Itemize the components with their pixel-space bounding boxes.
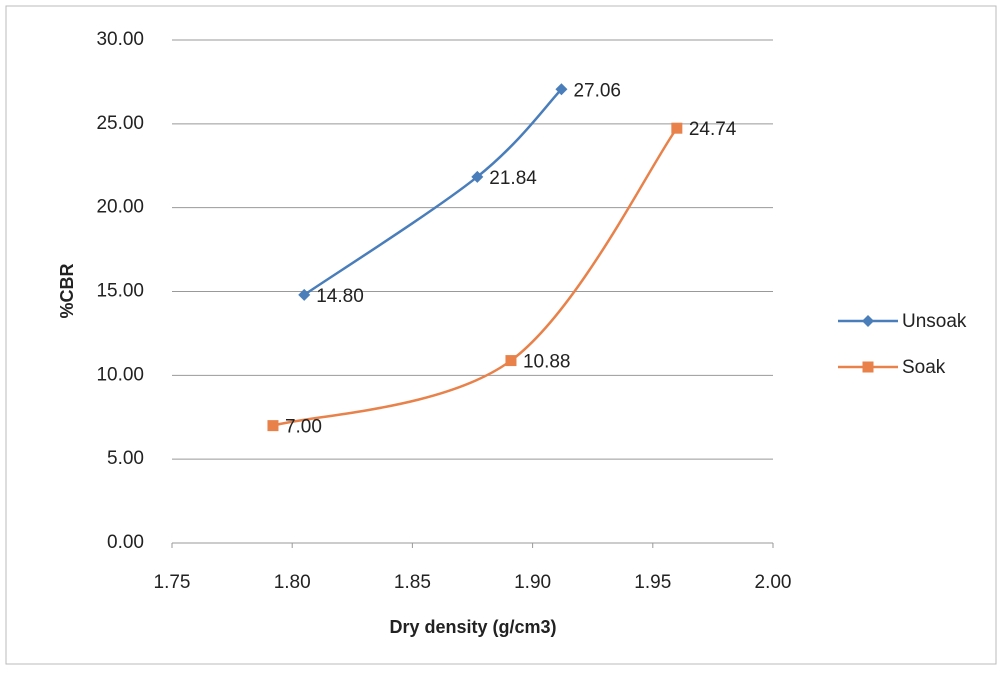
y-axis-title: %CBR (57, 263, 77, 318)
legend-marker (862, 361, 874, 373)
y-tick-label: 5.00 (107, 448, 144, 469)
data-label: 24.74 (689, 119, 737, 140)
data-label: 27.06 (573, 80, 621, 101)
data-point (505, 355, 517, 367)
y-tick-label: 25.00 (96, 113, 144, 134)
y-tick-label: 0.00 (107, 532, 144, 553)
data-point (555, 83, 568, 96)
y-tick-label: 20.00 (96, 197, 144, 218)
x-axis-title: Dry density (g/cm3) (389, 617, 556, 637)
data-label: 10.88 (523, 352, 571, 373)
series-line (303, 88, 563, 296)
y-tick-label: 30.00 (96, 29, 144, 50)
legend-marker (862, 315, 874, 327)
x-tick-label: 2.00 (755, 572, 792, 593)
data-point (298, 288, 311, 301)
legend-label: Soak (902, 357, 946, 378)
legend-label: Unsoak (902, 311, 967, 332)
data-label: 14.80 (316, 286, 364, 307)
x-tick-label: 1.75 (154, 572, 191, 593)
x-tick-label: 1.85 (394, 572, 431, 593)
chart-border (5, 5, 997, 665)
x-tick-label: 1.95 (634, 572, 671, 593)
x-tick-label: 1.80 (274, 572, 311, 593)
x-tick-label: 1.90 (514, 572, 551, 593)
y-tick-label: 10.00 (96, 364, 144, 385)
data-point (267, 420, 279, 432)
data-point (471, 170, 484, 183)
data-point (671, 122, 683, 134)
y-tick-label: 15.00 (96, 281, 144, 302)
data-label: 21.84 (489, 168, 537, 189)
data-label: 7.00 (285, 417, 322, 438)
